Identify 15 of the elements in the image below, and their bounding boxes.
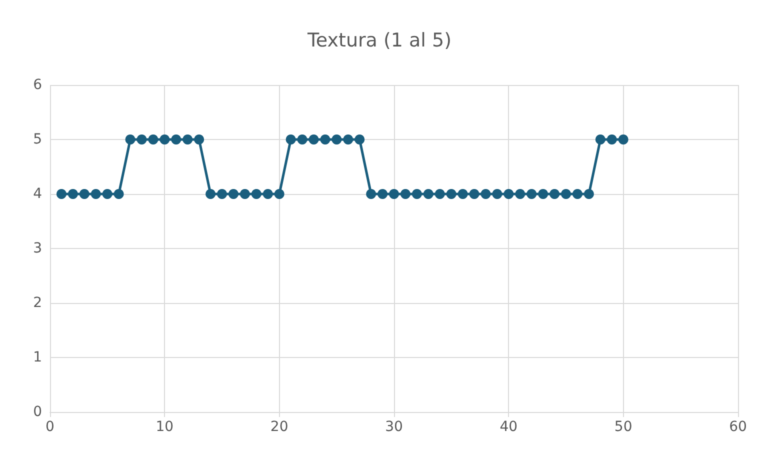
y-tick-label: 6 <box>33 77 42 93</box>
y-tick-label: 2 <box>33 295 42 311</box>
x-tick-label: 10 <box>156 419 174 435</box>
y-tick-label: 3 <box>33 240 42 256</box>
x-tick-label: 50 <box>614 419 632 435</box>
y-tick-label: 5 <box>33 132 42 148</box>
x-tick-label: 40 <box>500 419 518 435</box>
x-tick-label: 20 <box>270 419 288 435</box>
x-tick-label: 60 <box>729 419 747 435</box>
chart-title: Textura (1 al 5) <box>306 30 452 52</box>
x-tick-label: 30 <box>385 419 403 435</box>
x-tick-label: 0 <box>46 419 54 435</box>
y-tick-label: 0 <box>33 404 42 420</box>
y-tick-label: 1 <box>33 350 42 366</box>
y-tick-label: 4 <box>33 186 42 202</box>
